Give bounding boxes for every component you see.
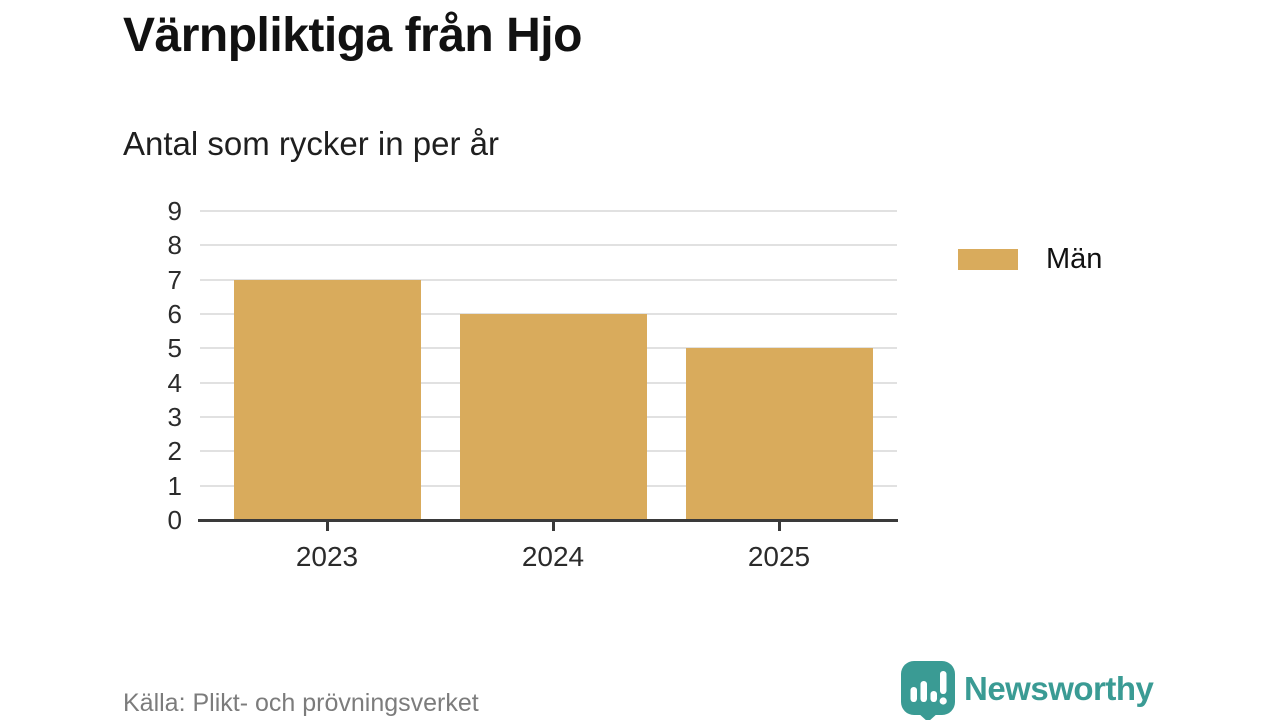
chart-subtitle: Antal som rycker in per år <box>123 125 499 162</box>
y-axis-tick-label: 7 <box>167 264 182 295</box>
legend: Män <box>958 243 1102 276</box>
y-axis-tick-label: 4 <box>167 367 182 398</box>
y-axis-tick-label: 5 <box>167 333 182 364</box>
legend-label: Män <box>1046 243 1103 275</box>
x-axis-tick <box>777 522 781 531</box>
x-axis-tick-label: 2024 <box>521 541 585 572</box>
legend-swatch-man <box>958 249 1018 270</box>
bar-2025 <box>685 348 873 520</box>
x-axis-tick-label: 2023 <box>295 541 359 572</box>
x-axis-tick <box>325 522 329 531</box>
y-axis-tick-label: 9 <box>167 196 182 226</box>
page-title: Värnpliktiga från Hjo <box>123 9 582 62</box>
brand-lockup: Newsworthy <box>900 660 1154 720</box>
bar-2023 <box>233 279 421 520</box>
x-axis-line <box>198 519 898 522</box>
y-axis-tick-label: 8 <box>167 230 182 261</box>
y-axis-tick-label: 1 <box>167 470 182 501</box>
x-axis-tick-label: 2025 <box>747 541 811 572</box>
brand-name: Newsworthy <box>964 670 1154 707</box>
gridline <box>200 210 897 212</box>
newsworthy-logo-icon <box>901 661 955 720</box>
y-axis-tick-label: 2 <box>167 436 182 467</box>
gridline <box>200 278 897 281</box>
bar-2024 <box>459 314 647 520</box>
y-axis-tick-label: 3 <box>167 402 182 432</box>
source-attribution: Källa: Plikt- och prövningsverket <box>123 689 479 717</box>
x-axis-tick <box>551 522 555 531</box>
gridline <box>200 244 897 247</box>
y-axis-tick-label: 0 <box>167 505 182 535</box>
y-axis-tick-label: 6 <box>167 299 182 329</box>
